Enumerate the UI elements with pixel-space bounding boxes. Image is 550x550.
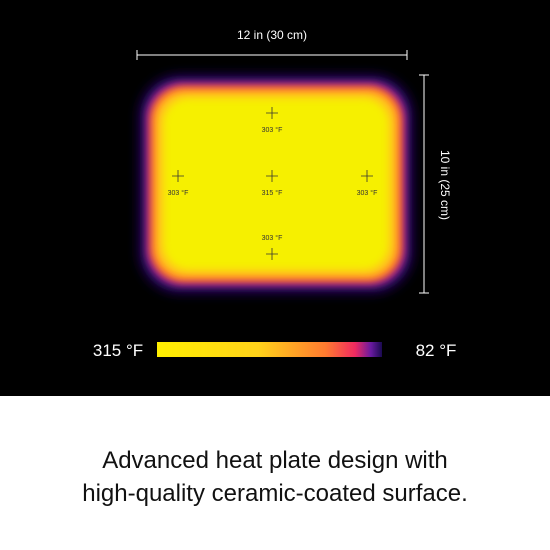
reading: 303 °F [262,234,283,242]
reading: 303 °F [262,126,283,134]
thermal-image [140,76,412,292]
width-dimension [136,50,408,60]
reading: 303 °F [357,189,378,197]
scale-max: 315 °F [93,341,143,360]
height-label: 10 in (25 cm) [438,150,452,220]
scale-min: 82 °F [416,341,457,360]
height-dimension [419,74,429,294]
color-scale [157,342,382,357]
width-label: 12 in (30 cm) [237,28,307,42]
reading: 315 °F [262,189,283,197]
caption-line: high-quality ceramic-coated surface. [82,480,468,507]
caption-line: Advanced heat plate design with [102,447,448,474]
crosshairs [172,107,373,260]
reading: 303 °F [168,189,189,197]
